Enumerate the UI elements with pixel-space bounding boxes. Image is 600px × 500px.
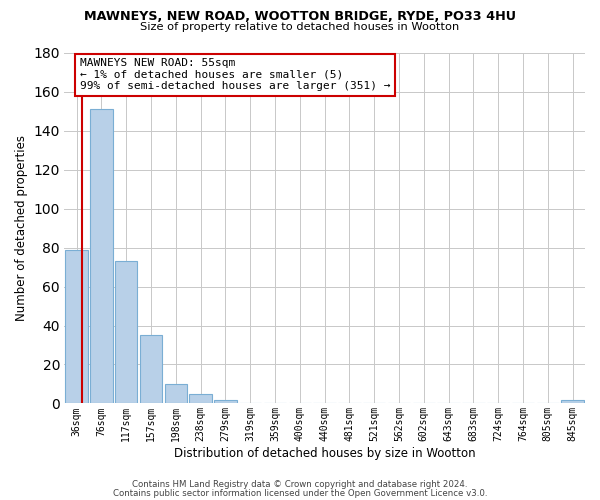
Bar bbox=[115, 262, 137, 404]
Text: Contains HM Land Registry data © Crown copyright and database right 2024.: Contains HM Land Registry data © Crown c… bbox=[132, 480, 468, 489]
Text: Size of property relative to detached houses in Wootton: Size of property relative to detached ho… bbox=[140, 22, 460, 32]
Text: MAWNEYS NEW ROAD: 55sqm
← 1% of detached houses are smaller (5)
99% of semi-deta: MAWNEYS NEW ROAD: 55sqm ← 1% of detached… bbox=[80, 58, 391, 92]
Bar bbox=[164, 384, 187, 404]
Bar bbox=[140, 336, 162, 404]
X-axis label: Distribution of detached houses by size in Wootton: Distribution of detached houses by size … bbox=[174, 447, 475, 460]
Y-axis label: Number of detached properties: Number of detached properties bbox=[15, 135, 28, 321]
Text: Contains public sector information licensed under the Open Government Licence v3: Contains public sector information licen… bbox=[113, 488, 487, 498]
Bar bbox=[190, 394, 212, 404]
Bar bbox=[214, 400, 236, 404]
Bar bbox=[90, 110, 113, 404]
Text: MAWNEYS, NEW ROAD, WOOTTON BRIDGE, RYDE, PO33 4HU: MAWNEYS, NEW ROAD, WOOTTON BRIDGE, RYDE,… bbox=[84, 10, 516, 23]
Bar bbox=[65, 250, 88, 404]
Bar bbox=[562, 400, 584, 404]
